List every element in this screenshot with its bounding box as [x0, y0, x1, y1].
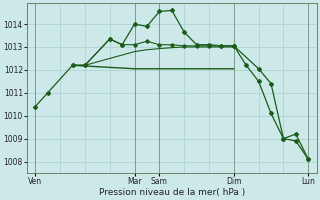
X-axis label: Pression niveau de la mer( hPa ): Pression niveau de la mer( hPa ) — [99, 188, 245, 197]
